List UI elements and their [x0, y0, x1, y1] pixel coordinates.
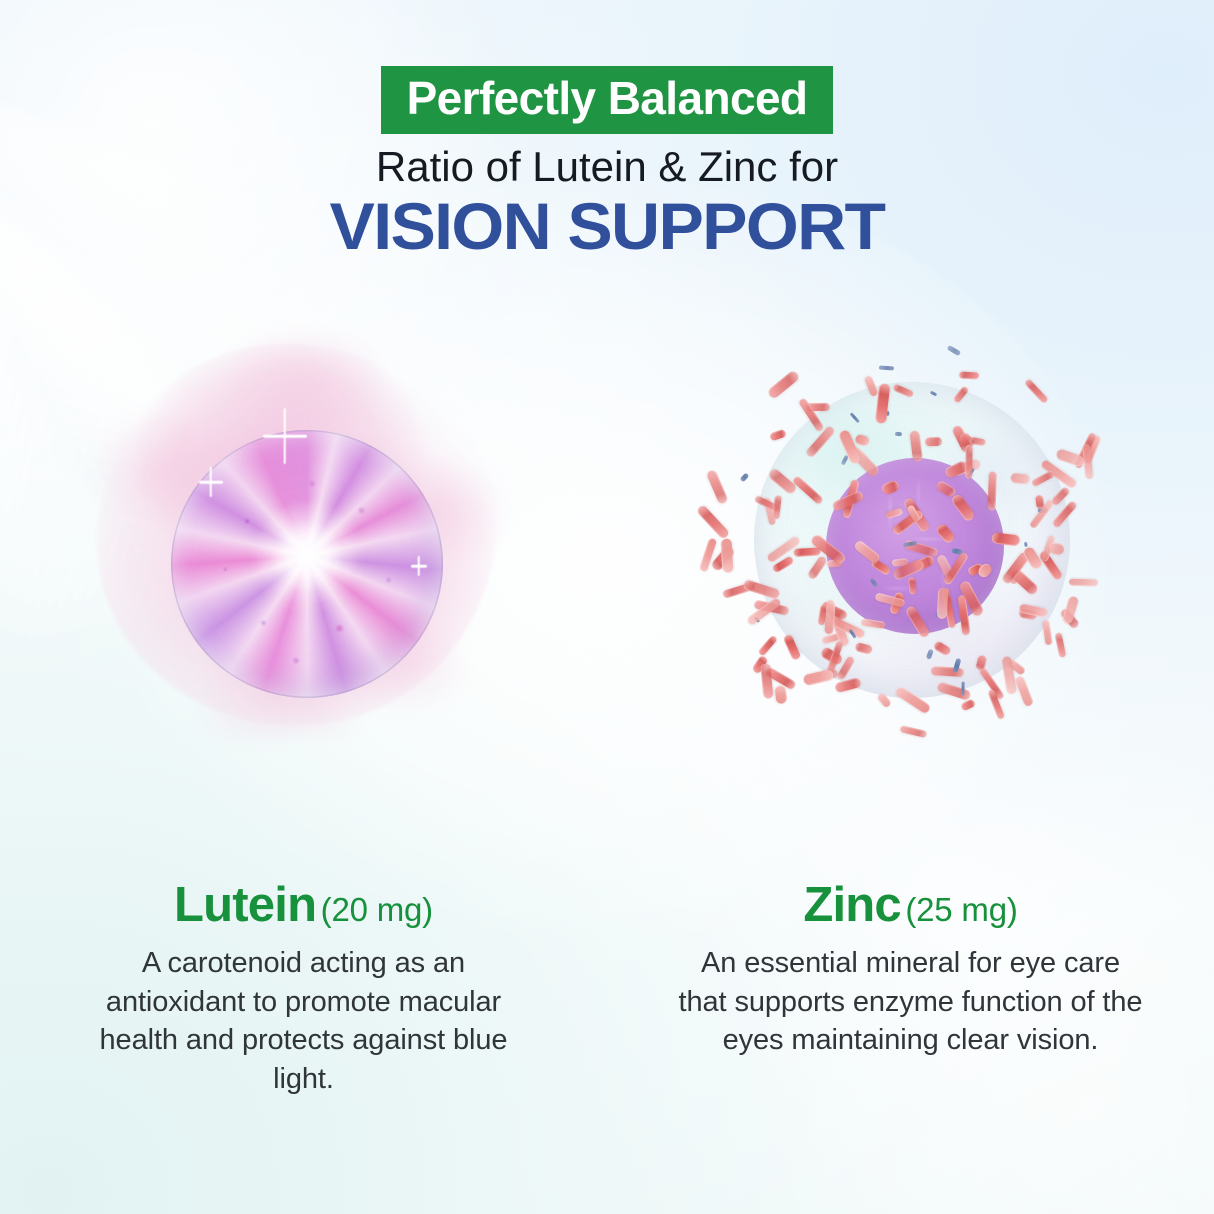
zinc-rod-red	[899, 725, 928, 739]
zinc-rod-blue	[1023, 541, 1028, 548]
zinc-rod-red	[1054, 632, 1066, 658]
zinc-rod-blue	[946, 344, 961, 356]
lutein-description: A carotenoid acting as an antioxidant to…	[99, 946, 508, 1095]
nutrient-column-lutein: Lutein (20 mg) A carotenoid acting as an…	[0, 330, 607, 1098]
zinc-description: An essential mineral for eye care that s…	[678, 946, 1143, 1057]
zinc-rod-red	[958, 371, 980, 380]
zinc-rod-red	[1014, 674, 1034, 708]
zinc-rod-red	[924, 436, 943, 447]
eyebrow-text: Perfectly Balanced	[406, 72, 808, 124]
zinc-caption: Zinc (25 mg) An essential mineral for ey…	[631, 880, 1191, 1060]
page-title: VISION SUPPORT	[329, 189, 887, 264]
zinc-heading: Zinc (25 mg)	[631, 880, 1191, 931]
zinc-rod-red	[1069, 578, 1099, 587]
zinc-rod-red	[824, 599, 836, 635]
zinc-rod-red	[757, 633, 778, 656]
zinc-rod-blue	[878, 365, 894, 371]
zinc-rod-red	[766, 368, 801, 400]
nutrient-columns: Lutein (20 mg) A carotenoid acting as an…	[0, 330, 1214, 1098]
lutein-caption: Lutein (20 mg) A carotenoid acting as an…	[24, 880, 584, 1098]
zinc-rod-red	[720, 538, 734, 574]
nutrient-column-zinc: Zinc (25 mg) An essential mineral for ey…	[607, 330, 1214, 1060]
header-block: Perfectly Balanced Ratio of Lutein & Zin…	[0, 66, 1214, 262]
zinc-rod-red	[1024, 378, 1049, 404]
zinc-dose: (25 mg)	[905, 891, 1018, 928]
zinc-rod-red	[695, 504, 731, 541]
lutein-name: Lutein	[174, 878, 317, 932]
zinc-name: Zinc	[803, 878, 901, 932]
lutein-dose: (20 mg)	[320, 891, 433, 928]
zinc-rod-blue	[740, 472, 750, 483]
zinc-rod-red	[1041, 619, 1053, 646]
lutein-heading: Lutein (20 mg)	[24, 880, 584, 931]
zinc-rod-red	[1010, 472, 1031, 485]
zinc-rod-red	[774, 684, 788, 704]
zinc-rod-red	[937, 587, 949, 619]
zinc-rod-red	[793, 546, 821, 557]
lutein-cell-illustration	[89, 330, 519, 760]
zinc-rod-red	[802, 669, 835, 687]
zinc-rod-red	[705, 468, 729, 505]
eyebrow-banner: Perfectly Balanced	[380, 66, 834, 134]
zinc-rod-red	[965, 444, 974, 479]
zinc-cell-illustration	[695, 330, 1126, 760]
zinc-rod-blue	[961, 681, 965, 696]
zinc-rod-red	[959, 698, 976, 712]
zinc-rod-red	[768, 428, 787, 442]
lutein-cell-sphere	[170, 430, 443, 698]
header-subtitle: Ratio of Lutein & Zinc for	[375, 143, 839, 190]
